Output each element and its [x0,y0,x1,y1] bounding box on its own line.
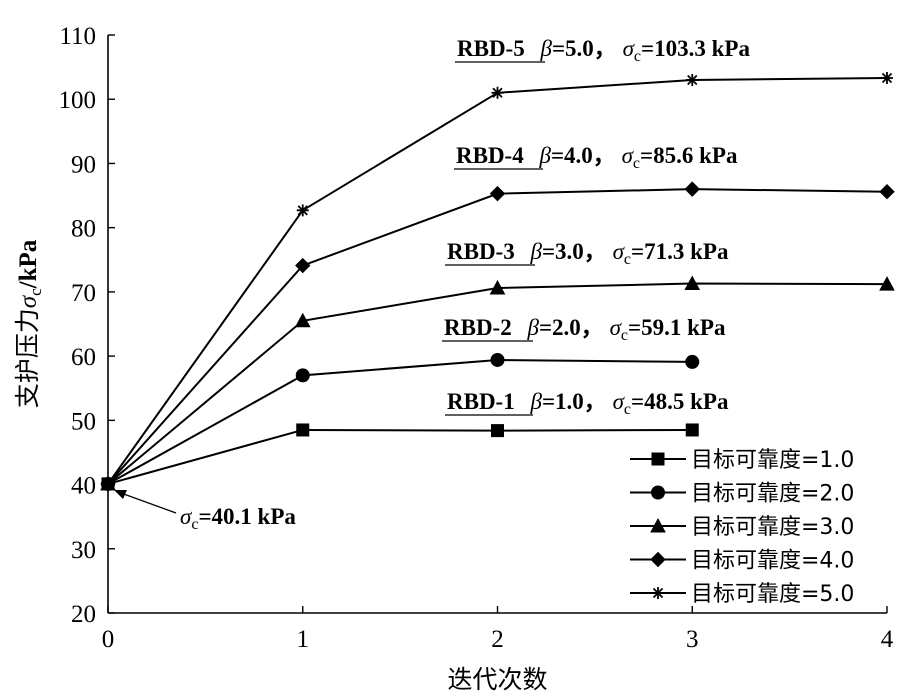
annotation-text: RBD-2 β=2.0， σc=59.1 kPa [444,315,726,344]
data-point [296,423,310,437]
series-4 [100,181,895,492]
series-5 [102,72,893,490]
data-point [686,73,699,86]
annotations: RBD-1 β=1.0， σc=48.5 kPa RBD-2 β=2.0， σc=… [114,36,750,533]
y-tick-label: 90 [71,151,96,178]
legend: 目标可靠度=1.0 目标可靠度=2.0 目标可靠度=3.0 目标可靠度=4.0 目标可靠… [630,448,854,607]
x-tick-label: 3 [686,626,699,653]
data-point [489,185,506,202]
data-point [294,312,311,328]
start-arrow-line [120,492,177,514]
data-point [296,204,309,217]
data-point [490,352,505,367]
series-group [100,72,895,492]
y-tick-label: 50 [71,408,96,435]
x-tick-label: 0 [102,626,115,653]
annotation-text: RBD-3 β=3.0， σc=71.3 kPa [447,239,729,268]
data-point [102,477,114,490]
annotation-rbd-3: RBD-3 β=3.0， σc=71.3 kPa [445,239,729,268]
legend-marker [651,452,665,466]
axes: 20 30 40 50 60 70 80 90 100 110 0 1 2 3 4 迭代次数 支护压力σc/kP… [13,23,894,694]
annotation-text: RBD-4 β=4.0， σc=85.6 kPa [456,143,738,172]
x-tick-label: 4 [881,626,894,653]
data-point [489,279,506,295]
data-point [295,257,311,274]
annotation-rbd-1: RBD-1 β=1.0， σc=48.5 kPa [445,389,729,418]
y-tick-label: 110 [59,23,96,50]
series-1 [101,423,699,491]
legend-label: 目标可靠度=3.0 [691,515,854,540]
data-point [685,354,700,369]
data-point [684,181,700,197]
y-tick-label: 100 [59,87,97,114]
series-line [107,358,693,485]
y-tick-label: 40 [71,473,96,500]
y-tick-label: 70 [71,280,96,307]
annotation-text: RBD-5 β=5.0， σc=103.3 kPa [457,36,750,65]
x-axis-title: 迭代次数 [447,665,547,694]
legend-item: 目标可靠度=4.0 [630,549,854,574]
series-2 [101,352,700,491]
data-point [879,276,895,291]
y-tick-label: 30 [71,537,96,564]
annotation-rbd-2: RBD-2 β=2.0， σc=59.1 kPa [442,315,726,344]
legend-item: 目标可靠度=2.0 [630,482,854,507]
x-tick-label: 1 [297,626,310,653]
data-point [491,86,504,99]
data-point [491,424,504,438]
legend-item: 目标可靠度=3.0 [630,515,854,540]
legend-label: 目标可靠度=5.0 [691,582,854,607]
start-annotation-text: σc=40.1 kPa [180,504,296,533]
data-point [684,275,701,291]
annotation-text: RBD-1 β=1.0， σc=48.5 kPa [447,389,729,418]
legend-marker [650,551,666,568]
legend-item: 目标可靠度=5.0 [630,582,854,607]
legend-label: 目标可靠度=1.0 [691,448,854,473]
legend-marker [652,587,664,599]
data-point [685,423,699,437]
start-arrow-head [114,490,127,499]
y-tick-label: 80 [71,216,96,243]
start-annotation: σc=40.1 kPa [114,490,296,533]
data-point [295,368,310,383]
series-line [107,428,693,485]
legend-label: 目标可靠度=2.0 [691,482,854,507]
legend-label: 目标可靠度=4.0 [691,549,854,574]
x-tick-label: 2 [491,626,504,653]
legend-item: 目标可靠度=1.0 [630,448,854,473]
data-point [881,72,893,85]
annotation-rbd-4: RBD-4 β=4.0， σc=85.6 kPa [454,143,738,172]
data-point [879,183,895,200]
y-tick-label: 60 [71,344,96,371]
legend-marker [650,517,666,533]
y-tick-label: 20 [71,601,96,628]
annotation-rbd-5: RBD-5 β=5.0， σc=103.3 kPa [455,36,750,65]
legend-marker [651,485,665,500]
y-axis-title: 支护压力σc/kPa [13,239,45,408]
